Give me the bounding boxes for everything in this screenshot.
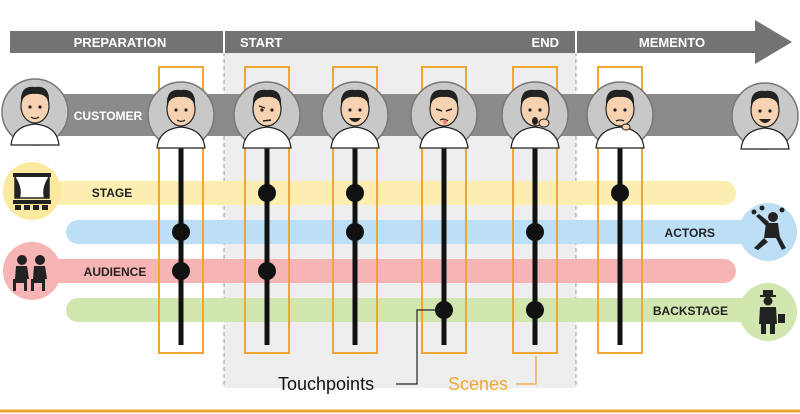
touchpoints-leader-line [396, 309, 440, 385]
phase-memento: MEMENTO [639, 35, 705, 50]
customer-shocked-face-icon [501, 81, 569, 149]
touchpoint-actors [172, 223, 190, 241]
actor-juggler-icon [739, 203, 797, 261]
touchpoint-actors [526, 223, 544, 241]
touchpoint-audience [172, 262, 190, 280]
customer-label: CUSTOMER [74, 109, 143, 123]
scenes-group [147, 66, 654, 354]
touchpoint-backstage [526, 301, 544, 319]
phase-start: START [240, 35, 282, 50]
scene-5 [501, 66, 569, 354]
phase-arrow: PREPARATION START END MEMENTO [10, 20, 792, 64]
theater-stage-icon [3, 162, 61, 220]
backstage-lane [66, 298, 766, 322]
customer-satisfied-icon [731, 82, 799, 150]
scene-frame [512, 66, 558, 354]
customer-hopeful-face-icon [147, 81, 215, 149]
customer-thoughtful-face-icon [586, 81, 654, 149]
phase-end: END [532, 35, 559, 50]
phase-preparation: PREPARATION [74, 35, 167, 50]
scene-2 [233, 66, 301, 354]
actors-label: ACTORS [665, 226, 715, 240]
touchpoint-stage [611, 184, 629, 202]
scene-1 [147, 66, 215, 354]
timeline-arrow [10, 20, 792, 64]
scene-4 [410, 66, 478, 354]
stage-label: STAGE [92, 186, 132, 200]
actors-lane [66, 220, 766, 244]
scene-frame [597, 66, 643, 354]
scenes-leader-line [516, 356, 537, 385]
customer-skeptical-face-icon [233, 81, 301, 149]
legend: Touchpoints Scenes [278, 309, 537, 394]
scene-frame [421, 66, 467, 354]
scene-frame [244, 66, 290, 354]
audience-label: AUDIENCE [84, 265, 147, 279]
backstage-staff-icon [739, 283, 797, 341]
scene-3 [321, 66, 389, 354]
scenes-legend-label: Scenes [448, 374, 508, 394]
customer-face-icon [1, 78, 69, 146]
scene-frame [332, 66, 378, 354]
touchpoint-stage [346, 184, 364, 202]
customer-happy-face-icon [321, 81, 389, 149]
scene-frame [158, 66, 204, 354]
touchpoints-legend-label: Touchpoints [278, 374, 374, 394]
touchpoint-backstage [435, 301, 453, 319]
touchpoint-actors [346, 223, 364, 241]
customer-disgusted-face-icon [410, 81, 478, 149]
audience-seats-icon [3, 242, 61, 300]
touchpoint-audience [258, 262, 276, 280]
backstage-label: BACKSTAGE [653, 304, 728, 318]
touchpoint-stage [258, 184, 276, 202]
scene-6 [586, 66, 654, 354]
